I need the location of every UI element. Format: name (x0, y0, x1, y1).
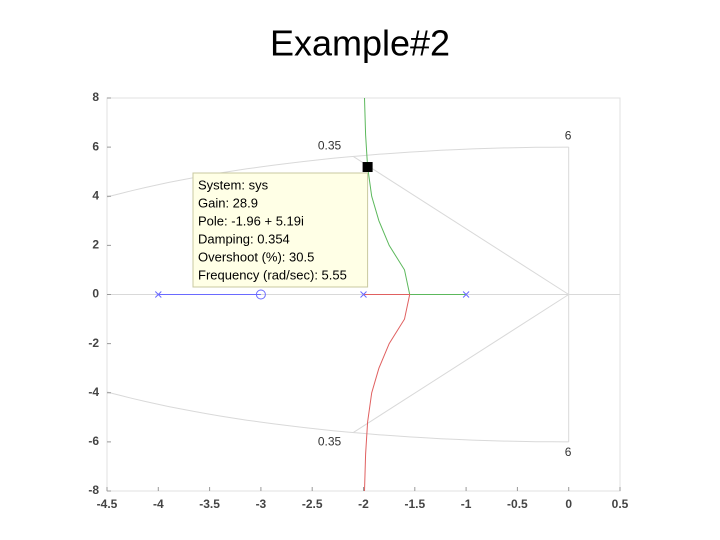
y-tick-label: 0 (92, 287, 99, 301)
pole (360, 291, 367, 298)
pole (154, 291, 162, 298)
x-tick-label: -2 (358, 497, 369, 511)
y-tick-label: 6 (92, 139, 99, 153)
y-tick-label: -6 (88, 434, 99, 448)
y-tick-label: 8 (92, 90, 99, 104)
frequency-label: 6 (565, 128, 572, 142)
locus-branch (364, 98, 467, 295)
datatip-line: System: sys (198, 177, 269, 192)
damping-label: 0.35 (318, 139, 342, 153)
x-tick-label: 0.5 (612, 497, 629, 511)
y-tick-label: -4 (88, 385, 99, 399)
datatip-line: Pole: -1.96 + 5.19i (198, 213, 304, 228)
damping-label: 0.35 (318, 435, 342, 449)
y-tick-label: 2 (92, 238, 99, 252)
y-tick-label: 4 (92, 188, 99, 202)
x-tick-label: -1.5 (404, 497, 425, 511)
datatip-marker (362, 162, 373, 173)
frequency-label: 6 (565, 445, 572, 459)
chart-title: Example#2 (270, 23, 450, 64)
x-tick-label: -1 (461, 497, 472, 511)
datatip-line: Frequency (rad/sec): 5.55 (198, 267, 347, 282)
x-tick-label: -4 (153, 497, 164, 511)
datatip-box (192, 172, 369, 288)
x-tick-label: -4.5 (97, 497, 118, 511)
locus-branch (363, 294, 411, 491)
datatip-line: Gain: 28.9 (198, 195, 258, 210)
datatip-line: Damping: 0.354 (198, 231, 290, 246)
plot (107, 98, 620, 491)
x-tick-label: -3.5 (199, 497, 220, 511)
y-tick-label: -8 (88, 483, 99, 497)
x-tick-label: -2.5 (302, 497, 323, 511)
zero (255, 289, 266, 300)
x-tick-label: -0.5 (507, 497, 528, 511)
x-tick-label: 0 (565, 497, 572, 511)
damping-ray (352, 156, 569, 295)
y-tick-label: -2 (88, 336, 99, 350)
pole (462, 291, 470, 298)
datatip-line: Overshoot (%): 30.5 (198, 249, 314, 264)
damping-ray (352, 294, 569, 433)
x-tick-label: -3 (256, 497, 267, 511)
frequency-arc (107, 146, 569, 443)
